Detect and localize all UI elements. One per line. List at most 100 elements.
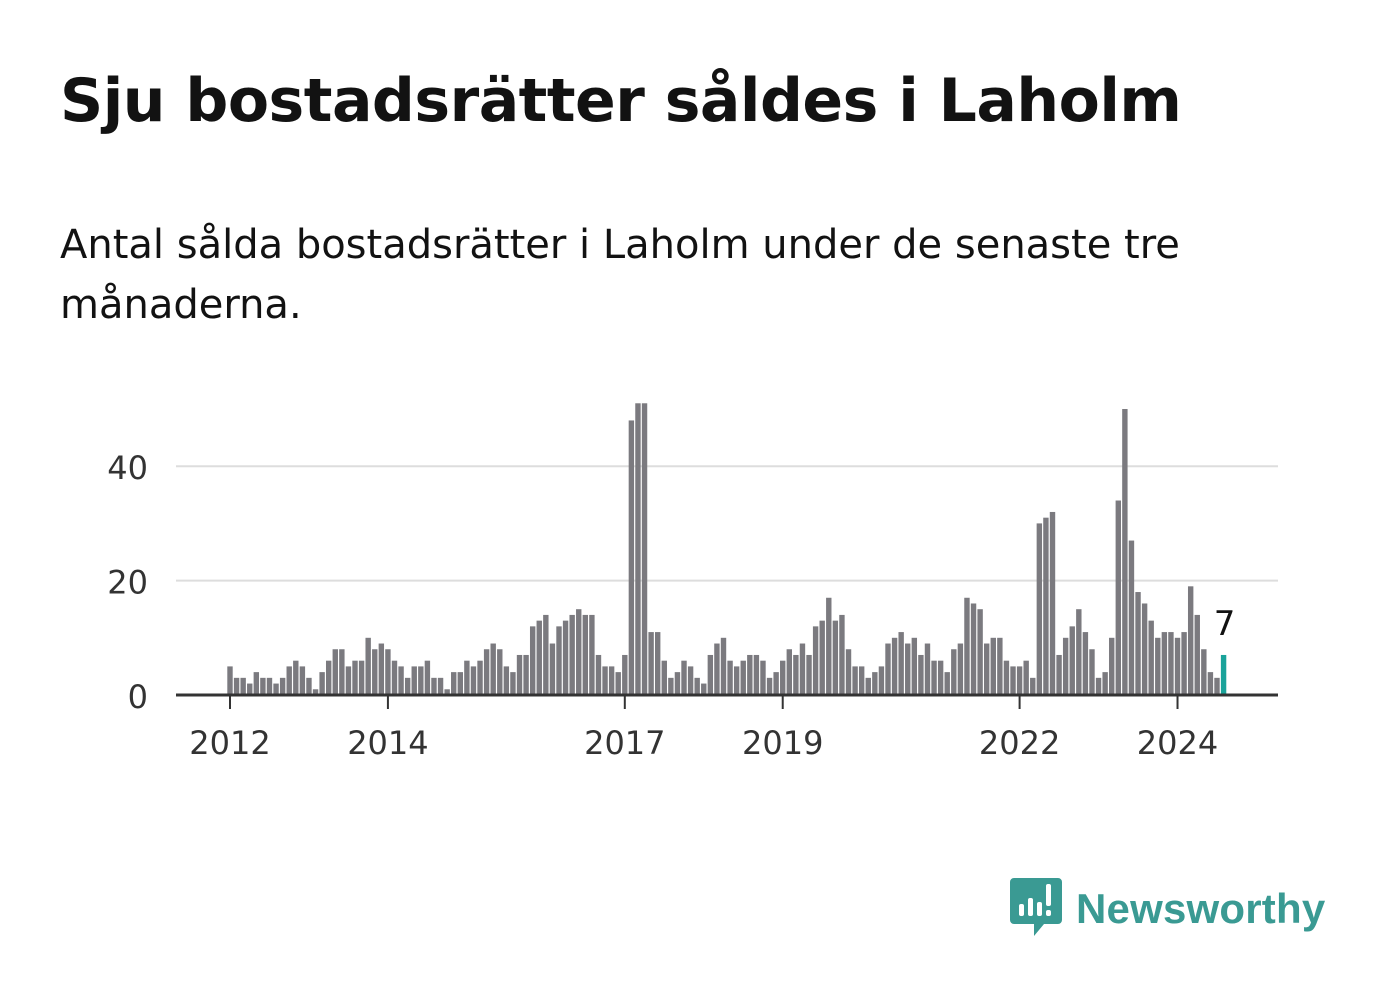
bar: [1069, 626, 1075, 695]
bar: [681, 660, 687, 695]
bar: [819, 620, 825, 695]
bar: [273, 683, 279, 695]
bar: [674, 672, 681, 695]
bar: [293, 660, 299, 695]
bar: [990, 637, 996, 695]
bar: [562, 620, 569, 695]
bar: [648, 632, 654, 695]
x-tick-label: 2012: [189, 724, 270, 762]
bar: [510, 672, 516, 695]
bar: [286, 666, 292, 695]
bar: [503, 666, 510, 695]
bar: [1076, 609, 1082, 695]
bar: [1181, 632, 1187, 695]
bar: [457, 672, 463, 695]
bar: [266, 677, 273, 695]
x-tick-label: 2024: [1137, 724, 1218, 762]
bar: [951, 649, 957, 695]
bar: [319, 672, 325, 695]
bar: [970, 603, 977, 695]
bar: [582, 614, 589, 695]
bar: [1207, 672, 1214, 695]
bar: [786, 649, 792, 695]
bar: [1201, 649, 1207, 695]
bar: [437, 677, 444, 695]
bar: [720, 637, 727, 695]
bar: [1043, 517, 1049, 695]
bar: [576, 609, 582, 695]
bar: [766, 677, 773, 695]
x-tick-label: 2022: [979, 724, 1060, 762]
bar: [984, 643, 990, 695]
bar: [1082, 632, 1089, 695]
x-tick-label: 2017: [584, 724, 665, 762]
bar: [483, 649, 490, 695]
bar: [345, 666, 352, 695]
highlight-data-label: 7: [1214, 604, 1236, 644]
bar: [839, 614, 845, 695]
bar: [556, 626, 562, 695]
bar: [404, 677, 411, 695]
bar: [497, 649, 503, 695]
bar: [977, 609, 983, 695]
bar: [773, 672, 779, 695]
bar: [326, 660, 332, 695]
bar: [1122, 409, 1128, 695]
bar: [1036, 523, 1043, 695]
bar: [339, 649, 345, 695]
bar: [372, 649, 378, 695]
bar: [826, 597, 832, 695]
bar: [1148, 620, 1154, 695]
chart-subtitle: Antal sålda bostadsrätter i Laholm under…: [60, 222, 1180, 328]
bar: [385, 649, 391, 695]
bar: [352, 660, 358, 695]
bar: [655, 632, 661, 695]
bar: [470, 666, 477, 695]
bar: [227, 666, 233, 695]
bar-chart: 0 20 40 7 2012 2014 2017 2019 2022 2024: [107, 403, 1278, 762]
bar: [878, 666, 885, 695]
x-tick-label: 2019: [742, 724, 823, 762]
bar: [391, 660, 398, 695]
bar: [1030, 677, 1036, 695]
highlight-bar: [1220, 654, 1227, 695]
bar: [444, 689, 450, 695]
bar: [490, 643, 496, 695]
bar: [753, 654, 760, 695]
bar: [694, 677, 700, 695]
bar: [944, 672, 950, 695]
bar: [1049, 511, 1056, 695]
bar: [898, 632, 904, 695]
bar: [964, 597, 970, 695]
bar: [1187, 586, 1194, 695]
bar: [911, 637, 918, 695]
bar: [924, 643, 931, 695]
bar: [635, 403, 641, 695]
bar: [707, 654, 714, 695]
bar: [812, 626, 819, 695]
bar: [247, 683, 253, 695]
bar: [799, 643, 806, 695]
bar: [622, 654, 628, 695]
bar: [740, 660, 746, 695]
y-tick-label: 40: [107, 449, 148, 487]
bar: [832, 620, 839, 695]
bar: [1095, 677, 1102, 695]
bar: [398, 666, 404, 695]
bar: [260, 677, 266, 695]
bar: [365, 637, 371, 695]
bar: [569, 614, 575, 695]
bar: [714, 643, 720, 695]
bar: [549, 643, 556, 695]
bar: [516, 654, 523, 695]
bar: [733, 666, 740, 695]
bar: [852, 666, 858, 695]
newsworthy-logo-icon: [1010, 876, 1062, 942]
bar: [464, 660, 470, 695]
bar: [845, 649, 852, 695]
bar: [628, 420, 635, 695]
bar: [806, 654, 812, 695]
bar: [418, 666, 424, 695]
bar: [358, 660, 365, 695]
bar: [233, 677, 240, 695]
